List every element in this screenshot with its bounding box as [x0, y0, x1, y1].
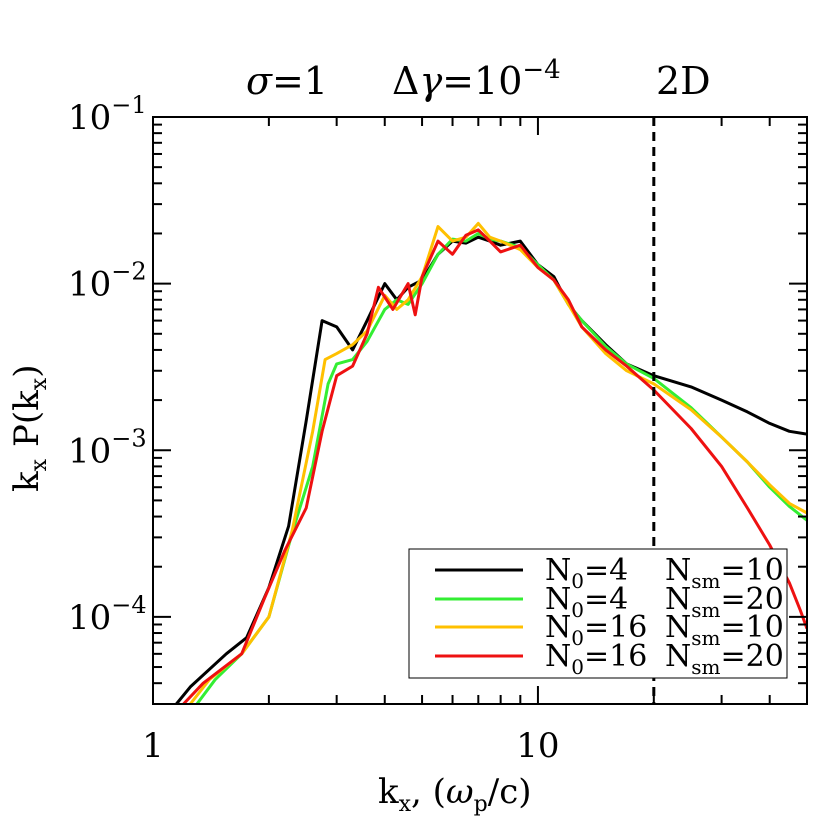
legend-nsm: 20	[746, 582, 784, 617]
legend: N0=4 Nsm=10 N0=4 Nsm=20 N0=16 Nsm=10 N0=…	[408, 548, 788, 679]
legend-entry: N0=4 Nsm=20	[435, 582, 784, 622]
sigma-equals: =	[272, 59, 304, 103]
legend-nsm: 20	[746, 639, 784, 674]
sigma-symbol: σ	[246, 59, 273, 103]
delta-gamma-equals: =	[442, 59, 474, 103]
x-tick-label-1: 1	[142, 726, 164, 766]
svg-text:Nsm=20: Nsm=20	[665, 582, 784, 622]
svg-text:N0=4: N0=4	[545, 582, 628, 622]
svg-text:10−3: 10−3	[68, 424, 147, 471]
dimension-label: 2D	[656, 59, 711, 103]
series-line-3	[182, 228, 807, 704]
legend-entries: N0=4 Nsm=10 N0=4 Nsm=20 N0=16 Nsm=10 N0=…	[435, 553, 784, 679]
svg-text:Nsm=20: Nsm=20	[665, 639, 784, 679]
svg-text:N0=16: N0=16	[545, 639, 647, 679]
x-axis-label: kx, (ωp/c)	[378, 772, 532, 817]
svg-text:10−2: 10−2	[68, 258, 147, 305]
legend-nsm: 10	[746, 610, 784, 645]
axis-ticks	[152, 116, 808, 705]
y-axis-label: kxP(kx)	[7, 365, 52, 492]
legend-n0: 4	[609, 582, 628, 617]
svg-text:10−4: 10−4	[68, 591, 147, 638]
delta-gamma-exponent: −4	[522, 55, 560, 85]
plot-frame	[152, 116, 808, 705]
legend-entry: N0=4 Nsm=10	[435, 553, 784, 593]
y-tick-label-1e-2: 10−2	[68, 258, 147, 305]
series-group	[175, 221, 807, 704]
svg-text:Nsm=10: Nsm=10	[665, 553, 784, 593]
legend-entry: N0=16 Nsm=10	[435, 610, 784, 650]
series-line-0	[175, 235, 807, 704]
y-tick-label-1e-3: 10−3	[68, 424, 147, 471]
sigma-value: 1	[304, 59, 328, 103]
svg-text:10−1: 10−1	[68, 91, 147, 138]
legend-n0: 4	[609, 553, 628, 588]
legend-n0: 16	[609, 610, 647, 645]
x-tick-label-10: 10	[516, 726, 559, 766]
y-tick-label-1e-4: 10−4	[68, 591, 147, 638]
legend-n0: 16	[609, 639, 647, 674]
svg-text:Nsm=10: Nsm=10	[665, 610, 784, 650]
svg-text:N0=16: N0=16	[545, 610, 647, 650]
delta-symbol: Δ	[392, 59, 419, 103]
series-line-1	[195, 232, 807, 704]
delta-gamma-base: 10	[474, 59, 522, 103]
svg-text:σ=1: σ=1	[246, 59, 328, 103]
gamma-symbol: γ	[419, 59, 442, 103]
legend-entry: N0=16 Nsm=20	[435, 639, 784, 679]
svg-text:Δγ=10−4: Δγ=10−4	[392, 55, 561, 103]
series-line-2	[189, 221, 807, 704]
legend-nsm: 10	[746, 553, 784, 588]
y-tick-label-1e-1: 10−1	[68, 91, 147, 138]
chart-annotations: σ=1 Δγ=10−4 2D	[246, 55, 711, 103]
svg-text:N0=4: N0=4	[545, 553, 628, 593]
